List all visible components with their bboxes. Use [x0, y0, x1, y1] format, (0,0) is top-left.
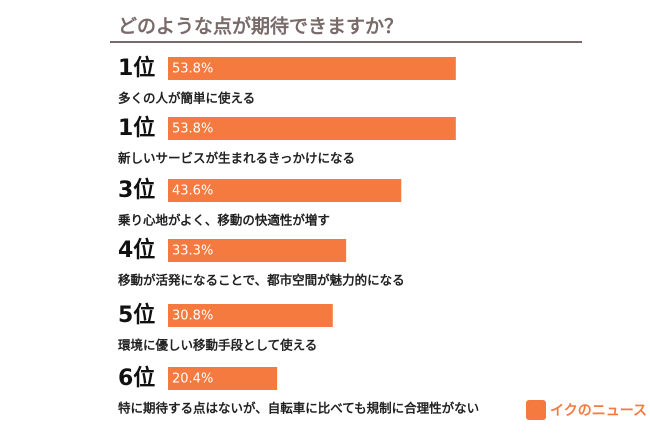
value-label: 33.3% [172, 244, 213, 259]
value-label: 53.8% [172, 62, 213, 77]
value-label: 53.8% [172, 122, 213, 137]
category-label: 多くの人が簡単に使える [118, 91, 255, 106]
chart-title: どのような点が期待できますか？ [118, 15, 403, 38]
rank-label: 1位 [118, 55, 155, 81]
category-label: 特に期待する点はないが、自転車に比べても規制に合理性がない [118, 401, 479, 416]
category-label: 新しいサービスが生まれるきっかけになる [118, 151, 355, 166]
rank-label: 1位 [118, 115, 155, 141]
value-label: 20.4% [172, 372, 213, 387]
rank-label: 4位 [118, 237, 155, 263]
bar [168, 117, 456, 140]
logo-icon [526, 400, 546, 420]
bar [168, 239, 347, 262]
category-label: 移動が活発になることで、都市空間が魅力的になる [118, 273, 405, 288]
category-label: 乗り心地がよく、移動の快適性が増す [117, 213, 330, 228]
bar [168, 179, 402, 202]
bar [168, 304, 333, 327]
bar [168, 367, 278, 390]
category-label: 環境に優しい移動手段として使える [118, 338, 317, 353]
rank-label: 6位 [118, 365, 155, 391]
rank-label: 5位 [118, 302, 155, 328]
bar [168, 57, 456, 80]
value-label: 30.8% [172, 309, 213, 324]
watermark: イクのニュース [550, 403, 647, 419]
rank-label: 3位 [118, 177, 155, 203]
value-label: 43.6% [172, 184, 213, 199]
